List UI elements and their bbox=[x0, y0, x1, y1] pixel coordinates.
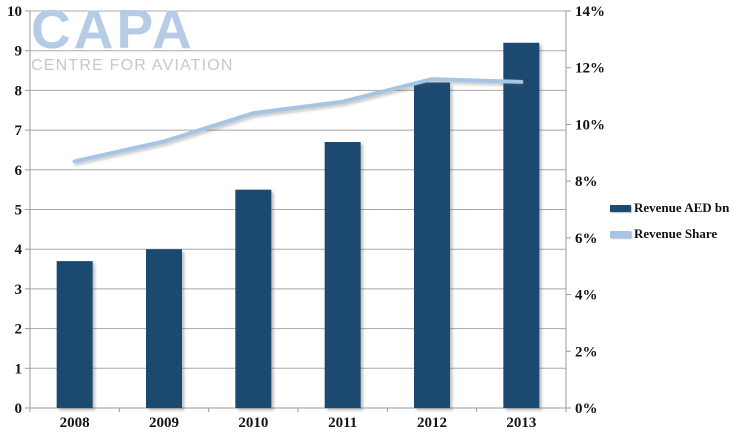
x-axis-category-label: 2010 bbox=[238, 415, 268, 431]
revenue-share-line bbox=[72, 77, 524, 164]
legend-label-revenue-share: Revenue Share bbox=[634, 226, 718, 241]
left-axis-tick-label: 10 bbox=[7, 4, 22, 20]
left-axis-tick-label: 7 bbox=[15, 123, 23, 139]
x-axis-category-label: 2012 bbox=[417, 415, 447, 431]
left-axis-tick-label: 0 bbox=[15, 401, 23, 417]
left-axis-tick-label: 3 bbox=[15, 282, 23, 298]
bar-2012 bbox=[414, 82, 450, 409]
right-axis-tick-label: 0% bbox=[575, 401, 598, 417]
right-axis-tick-label: 10% bbox=[575, 117, 605, 133]
legend-item-revenue-aed-bn: Revenue AED bn bbox=[610, 200, 729, 216]
right-axis-tick-label: 4% bbox=[575, 288, 598, 304]
bar-2013 bbox=[503, 42, 540, 408]
legend-item-revenue-share: Revenue Share bbox=[610, 226, 729, 242]
bar-2008 bbox=[56, 261, 93, 408]
right-axis-tick-label: 14% bbox=[575, 4, 605, 20]
legend: Revenue AED bn Revenue Share bbox=[610, 200, 729, 252]
left-axis-tick-label: 8 bbox=[15, 83, 23, 99]
right-axis-tick-label: 2% bbox=[575, 344, 598, 360]
left-axis-tick-label: 5 bbox=[15, 203, 23, 219]
right-axis-tick-label: 8% bbox=[575, 174, 598, 190]
x-axis-category-label: 2013 bbox=[506, 415, 536, 431]
right-axis-tick-label: 12% bbox=[575, 61, 605, 77]
left-axis-tick-label: 6 bbox=[15, 163, 23, 179]
left-axis-tick-label: 1 bbox=[15, 361, 23, 377]
bar-2009 bbox=[146, 249, 182, 408]
x-axis-category-label: 2011 bbox=[328, 415, 357, 431]
legend-swatch-revenue-share bbox=[610, 230, 631, 238]
left-axis-tick-label: 2 bbox=[15, 322, 23, 338]
bar-2010 bbox=[235, 189, 272, 408]
left-axis-tick-label: 9 bbox=[15, 44, 23, 60]
bar-2011 bbox=[324, 142, 361, 408]
left-axis-tick-label: 4 bbox=[15, 242, 23, 258]
x-axis-category-label: 2008 bbox=[60, 415, 90, 431]
x-axis-category-label: 2009 bbox=[149, 415, 179, 431]
legend-label-revenue-aed-bn: Revenue AED bn bbox=[634, 200, 730, 215]
right-axis-tick-label: 6% bbox=[575, 231, 598, 247]
legend-swatch-revenue-aed-bn bbox=[610, 204, 631, 212]
